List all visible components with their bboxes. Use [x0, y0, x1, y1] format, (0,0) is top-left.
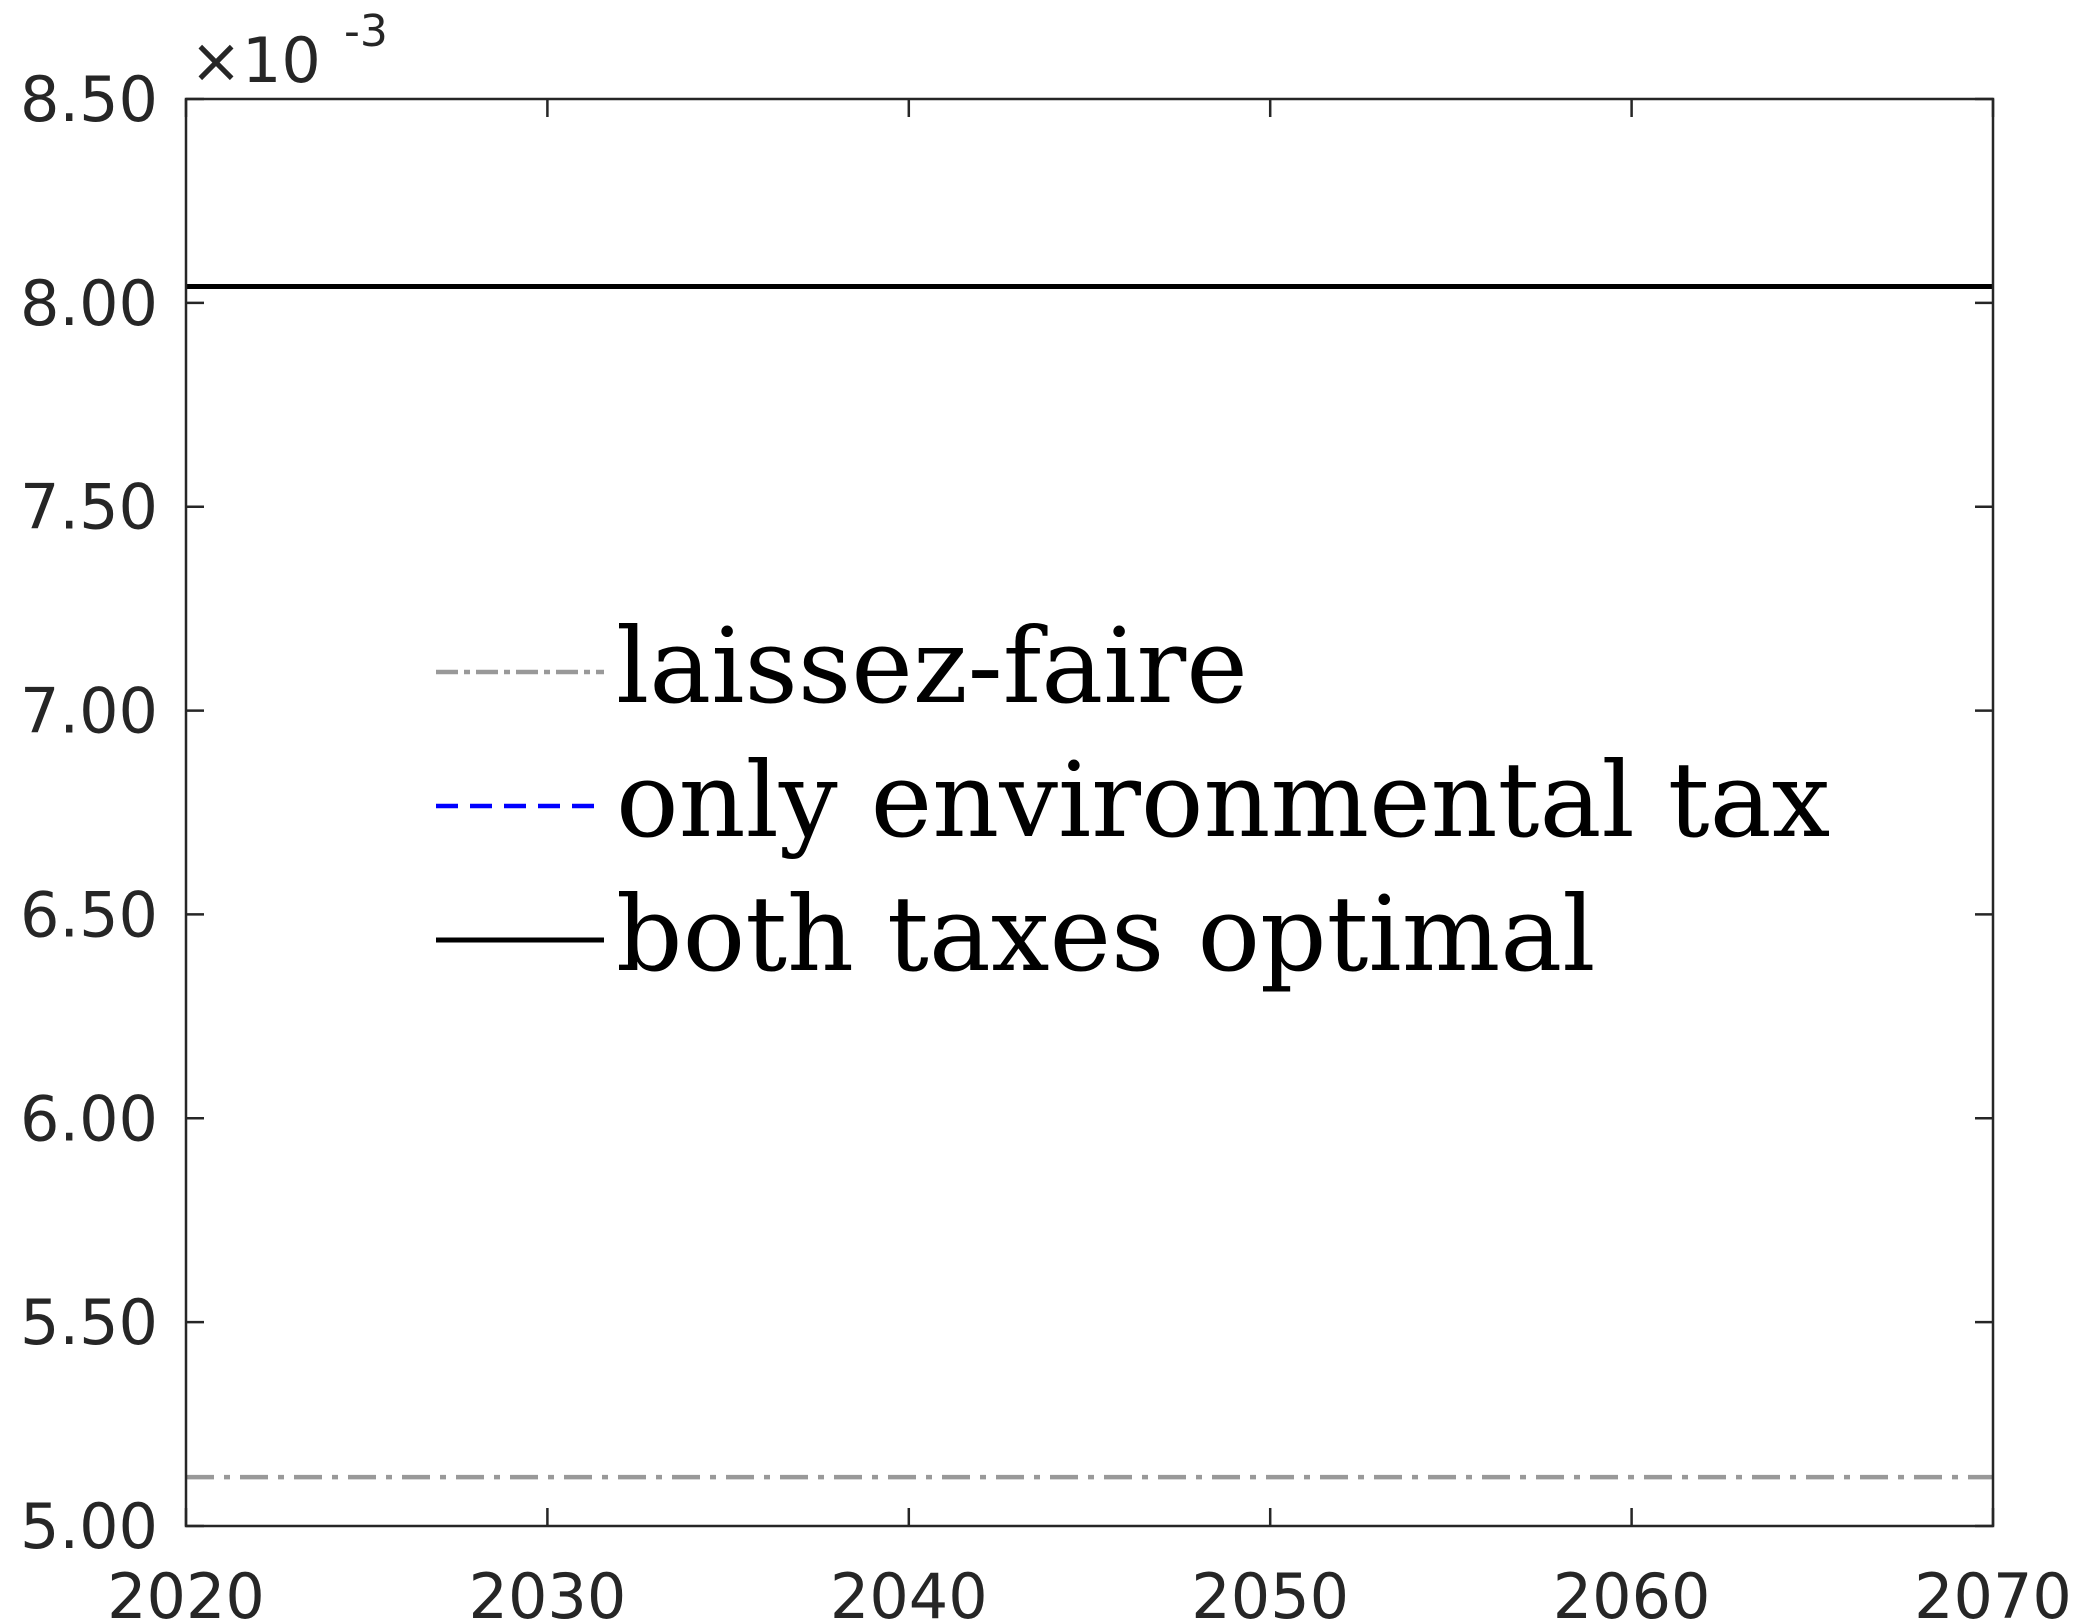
series-layer: [186, 284, 1993, 1480]
y-tick-label-3: 6.50: [20, 878, 158, 951]
y-tick-label-1: 5.50: [20, 1286, 158, 1359]
y-multiplier-exponent: -3: [344, 6, 388, 57]
x-tick-label-4: 2060: [1553, 1560, 1711, 1622]
x-tick-label-2: 2040: [830, 1560, 988, 1622]
y-tick-label-0: 5.00: [20, 1490, 158, 1563]
y-tick-label-6: 8.00: [20, 267, 158, 340]
x-tick-label-1: 2030: [469, 1560, 627, 1622]
x-tick-label-0: 2020: [107, 1560, 265, 1622]
y-multiplier-label: ×10: [190, 24, 321, 97]
axes-layer: 2020 2030 2040 2050 2060 2070 5.00 5.50 6.00 6.50…: [20, 6, 2072, 1622]
y-tick-label-5: 7.50: [20, 471, 158, 544]
x-tick-label-3: 2050: [1191, 1560, 1349, 1622]
x-tick-label-5: 2070: [1914, 1560, 2072, 1622]
legend-label-1: only environmental tax: [616, 739, 1830, 861]
legend-label-2: both taxes optimal: [616, 873, 1596, 995]
y-tick-label-2: 6.00: [20, 1082, 158, 1155]
plot-frame: [184, 97, 1995, 1528]
legend-label-0: laissez-faire: [616, 605, 1248, 727]
y-tick-label-4: 7.00: [20, 675, 158, 748]
y-tick-label-7: 8.50: [20, 63, 158, 136]
